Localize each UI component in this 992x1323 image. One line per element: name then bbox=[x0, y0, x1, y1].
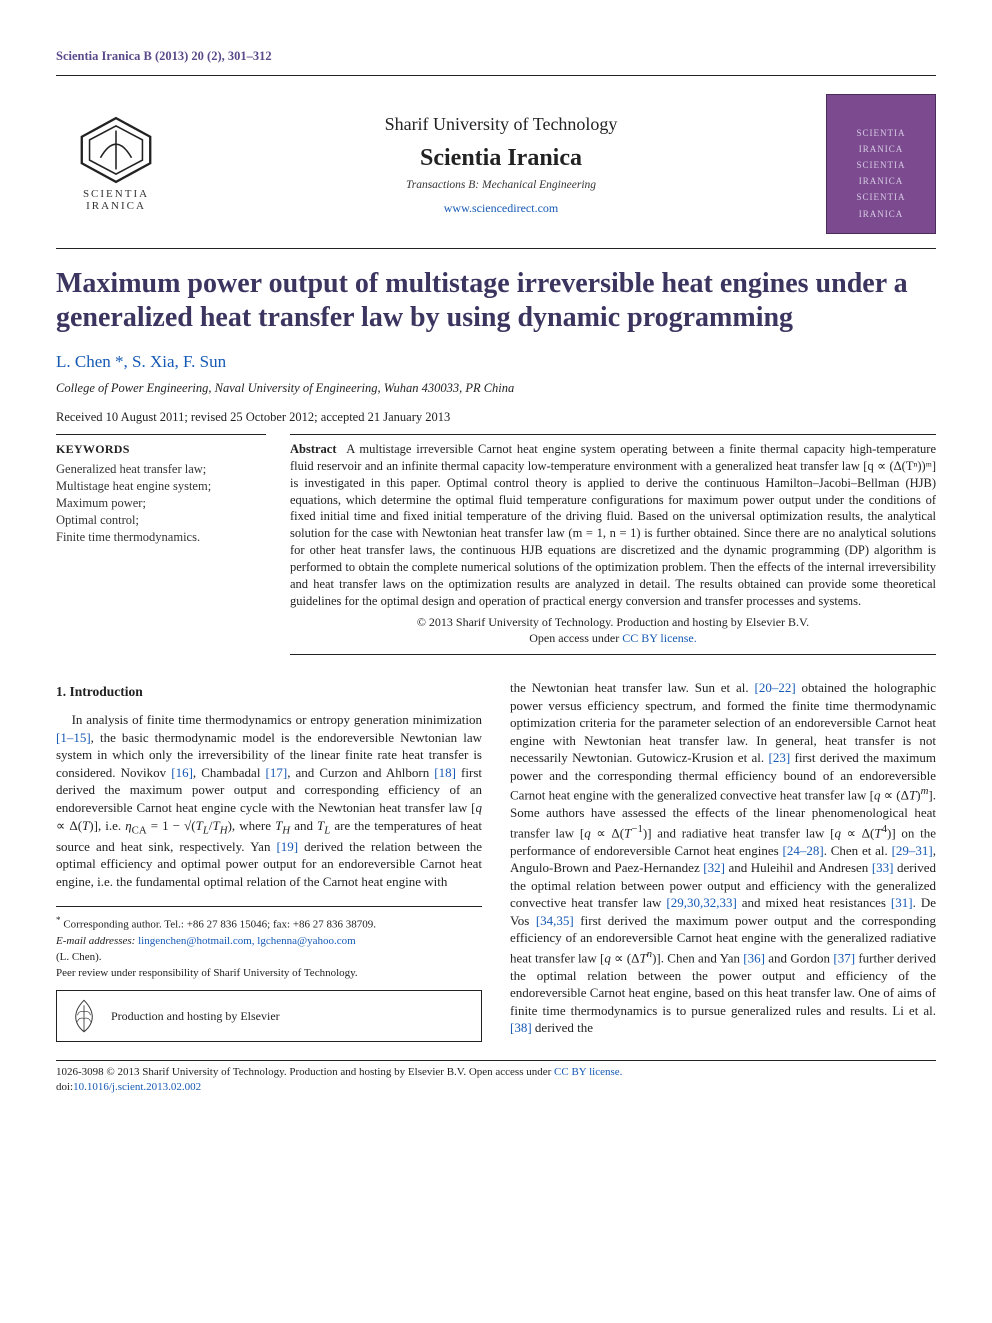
article-title: Maximum power output of multistage irrev… bbox=[56, 267, 936, 335]
keyword: Multistage heat engine system; bbox=[56, 478, 266, 495]
footer-rule bbox=[56, 1060, 936, 1061]
intro-paragraph-left: In analysis of finite time thermodynamic… bbox=[56, 711, 482, 890]
copyright-line: © 2013 Sharif University of Technology. … bbox=[290, 614, 936, 630]
author-link[interactable]: L. Chen bbox=[56, 352, 111, 371]
citation-link[interactable]: [23] bbox=[768, 750, 790, 765]
cover-text: IRANICA bbox=[859, 208, 904, 220]
keyword: Finite time thermodynamics. bbox=[56, 529, 266, 546]
citation-link[interactable]: [17] bbox=[266, 765, 288, 780]
abstract-column: Abstract A multistage irreversible Carno… bbox=[290, 434, 936, 661]
keywords-column: KEYWORDS Generalized heat transfer law; … bbox=[56, 434, 266, 661]
citation-link[interactable]: [20–22] bbox=[755, 680, 796, 695]
author-link[interactable]: F. Sun bbox=[183, 352, 226, 371]
article-dates: Received 10 August 2011; revised 25 Octo… bbox=[56, 409, 936, 426]
citation-link[interactable]: [37] bbox=[833, 950, 855, 965]
doi-label: doi: bbox=[56, 1081, 73, 1093]
elsevier-tree-icon bbox=[67, 997, 101, 1035]
abstract-label: Abstract bbox=[290, 442, 337, 456]
issn-copyright: 1026-3098 © 2013 Sharif University of Te… bbox=[56, 1066, 466, 1078]
intro-paragraph-right: the Newtonian heat transfer law. Sun et … bbox=[510, 679, 936, 1037]
university-name: Sharif University of Technology bbox=[194, 112, 808, 136]
citation-link[interactable]: [29,30,32,33] bbox=[666, 895, 736, 910]
journal-center: Sharif University of Technology Scientia… bbox=[194, 94, 808, 234]
citation-link[interactable]: [38] bbox=[510, 1020, 532, 1035]
transactions-line: Transactions B: Mechanical Engineering bbox=[194, 178, 808, 194]
journal-cover-thumbnail: SCIENTIA IRANICA SCIENTIA IRANICA SCIENT… bbox=[826, 94, 936, 234]
elsevier-hosting-box: Production and hosting by Elsevier bbox=[56, 990, 482, 1042]
journal-header: SCIENTIA IRANICA Sharif University of Te… bbox=[56, 86, 936, 244]
keywords-heading: KEYWORDS bbox=[56, 441, 266, 457]
cc-by-footer-link[interactable]: CC BY license. bbox=[554, 1066, 622, 1078]
abstract-text: A multistage irreversible Carnot heat en… bbox=[290, 442, 936, 608]
doi-link[interactable]: 10.1016/j.scient.2013.02.002 bbox=[73, 1081, 201, 1093]
citation-link[interactable]: [19] bbox=[276, 839, 298, 854]
keywords-abstract-row: KEYWORDS Generalized heat transfer law; … bbox=[56, 434, 936, 661]
citation-link[interactable]: [24–28] bbox=[783, 843, 824, 858]
peer-review-note: Peer review under responsibility of Shar… bbox=[56, 966, 482, 981]
elsevier-hosting-text: Production and hosting by Elsevier bbox=[111, 1008, 280, 1024]
author-short: (L. Chen). bbox=[56, 950, 482, 965]
body-columns: 1. Introduction In analysis of finite ti… bbox=[56, 679, 936, 1042]
section-heading: 1. Introduction bbox=[56, 683, 482, 701]
journal-url-link[interactable]: www.sciencedirect.com bbox=[194, 200, 808, 216]
logo-caption: SCIENTIA IRANICA bbox=[83, 188, 149, 213]
rule-under-header bbox=[56, 248, 936, 249]
cover-text: SCIENTIA bbox=[857, 127, 906, 139]
page-footer: 1026-3098 © 2013 Sharif University of Te… bbox=[56, 1065, 936, 1095]
keyword: Maximum power; bbox=[56, 495, 266, 512]
cover-text: IRANICA bbox=[859, 175, 904, 187]
corresponding-author: * Corresponding author. Tel.: +86 27 836… bbox=[56, 914, 482, 933]
citation-link[interactable]: [34,35] bbox=[536, 913, 574, 928]
citation-link[interactable]: [32] bbox=[703, 860, 725, 875]
author-link[interactable]: S. Xia bbox=[132, 352, 175, 371]
cc-by-link[interactable]: CC BY license. bbox=[622, 631, 697, 645]
scientia-iranica-icon bbox=[76, 115, 156, 185]
affiliation: College of Power Engineering, Naval Univ… bbox=[56, 380, 936, 397]
citation-link[interactable]: [18] bbox=[434, 765, 456, 780]
paper-page: Scientia Iranica B (2013) 20 (2), 301–31… bbox=[0, 0, 992, 1135]
citation-link[interactable]: [31] bbox=[891, 895, 913, 910]
running-head: Scientia Iranica B (2013) 20 (2), 301–31… bbox=[56, 48, 936, 65]
email-link[interactable]: lingenchen@hotmail.com, lgchenna@yahoo.c… bbox=[138, 935, 356, 947]
citation-link[interactable]: [16] bbox=[171, 765, 193, 780]
rule-top bbox=[56, 75, 936, 76]
citation-link[interactable]: [33] bbox=[872, 860, 894, 875]
journal-logo: SCIENTIA IRANICA bbox=[56, 94, 176, 234]
footnote-block: * Corresponding author. Tel.: +86 27 836… bbox=[56, 906, 482, 1042]
cover-text: IRANICA bbox=[859, 143, 904, 155]
authors: L. Chen *, S. Xia, F. Sun bbox=[56, 351, 936, 374]
open-access-line: Open access under CC BY license. bbox=[290, 630, 936, 646]
journal-name: Scientia Iranica bbox=[194, 142, 808, 174]
citation-link[interactable]: [36] bbox=[743, 950, 765, 965]
keyword: Optimal control; bbox=[56, 512, 266, 529]
cover-text: SCIENTIA bbox=[857, 191, 906, 203]
emails: E-mail addresses: lingenchen@hotmail.com… bbox=[56, 934, 482, 949]
citation-link[interactable]: [29–31] bbox=[892, 843, 933, 858]
citation-link[interactable]: [1–15] bbox=[56, 730, 91, 745]
cover-text: SCIENTIA bbox=[857, 159, 906, 171]
keywords-list: Generalized heat transfer law; Multistag… bbox=[56, 461, 266, 545]
keyword: Generalized heat transfer law; bbox=[56, 461, 266, 478]
